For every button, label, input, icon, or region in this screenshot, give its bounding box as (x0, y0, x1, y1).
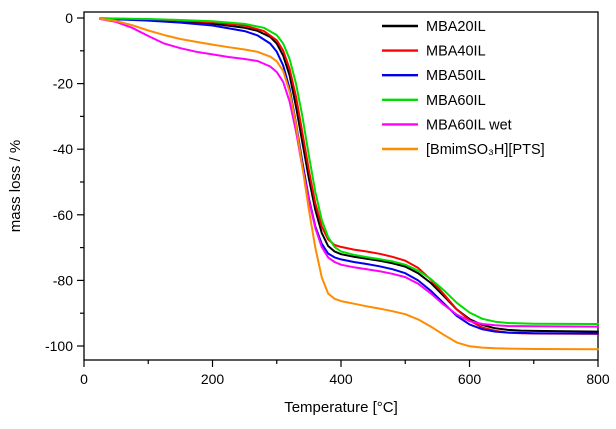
legend-label: [BmimSO₃H][PTS] (426, 142, 545, 158)
y-tick-label: -60 (53, 207, 73, 223)
series-line (99, 17, 599, 335)
x-tick-label: 0 (80, 371, 88, 387)
y-tick-label: -80 (53, 272, 73, 288)
x-tick-label: 200 (201, 371, 225, 387)
legend-label: MBA60IL wet (426, 117, 512, 133)
y-tick-label: -40 (53, 141, 73, 157)
series-line (99, 17, 599, 325)
legend-label: MBA20IL (426, 19, 486, 35)
series-line (99, 17, 599, 351)
legend-label: MBA40IL (426, 44, 486, 60)
legend-label: MBA50IL (426, 68, 486, 84)
y-axis-title: mass loss / % (7, 140, 24, 233)
x-tick-label: 600 (458, 371, 482, 387)
x-tick-label: 400 (329, 371, 353, 387)
y-tick-label: 0 (65, 10, 73, 26)
series-line (99, 17, 599, 333)
y-tick-label: -100 (45, 338, 73, 354)
plot-border (83, 11, 599, 361)
legend-label: MBA60IL (426, 93, 486, 109)
x-tick-label: 800 (586, 371, 610, 387)
x-axis-title: Temperature [°C] (284, 399, 398, 416)
y-tick-label: -20 (53, 76, 73, 92)
series-line (99, 17, 599, 335)
series-line (99, 18, 599, 328)
